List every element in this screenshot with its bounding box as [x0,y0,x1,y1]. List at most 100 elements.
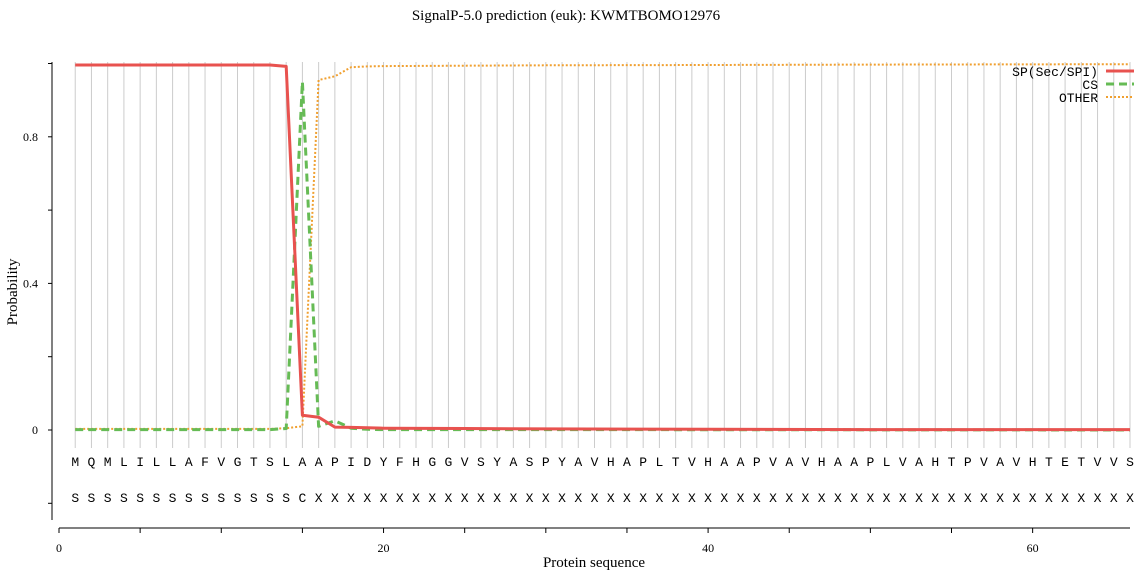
sequence-residue: V [1013,455,1021,470]
sequence-residue: A [785,455,793,470]
y-tick-label: 0.4 [23,276,38,290]
sequence-residue: A [315,455,323,470]
annotation-label: S [201,491,209,506]
annotation-label: X [931,491,939,506]
annotation-label: X [818,491,826,506]
sequence-residue: H [412,455,420,470]
annotation-label: S [185,491,193,506]
sequence-residue: A [996,455,1004,470]
annotation-label: X [1110,491,1118,506]
sequence-residue: P [331,455,339,470]
sequence-residue: F [201,455,209,470]
sequence-residue: Y [558,455,566,470]
series-line-other [75,63,1131,430]
annotation-label: X [883,491,891,506]
annotation-label: X [331,491,339,506]
annotation-label: X [1077,491,1085,506]
sequence-residue: A [509,455,517,470]
sequence-residue: P [639,455,647,470]
sequence-residue: G [445,455,453,470]
sequence-residue: T [948,455,956,470]
annotation-label: X [363,491,371,506]
sequence-residue: L [169,455,177,470]
annotation-label: X [866,491,874,506]
sequence-residue: G [234,455,242,470]
sequence-residue: Y [493,455,501,470]
sequence-residue: A [915,455,923,470]
annotation-label: S [282,491,290,506]
series-line-sp-sec-spi- [75,63,1130,432]
annotation-label: S [71,491,79,506]
annotation-label: X [591,491,599,506]
annotation-label: X [558,491,566,506]
sequence-residue: G [428,455,436,470]
annotation-label: X [785,491,793,506]
annotation-label: X [380,491,388,506]
sequence-residue: S [266,455,274,470]
annotation-label: X [623,491,631,506]
y-tick-label: 0.8 [23,130,38,144]
grid-layer [74,62,1131,448]
annotation-label: X [461,491,469,506]
annotation-label: X [347,491,355,506]
series-layer [75,63,1131,432]
sequence-residue: P [753,455,761,470]
annotation-label: X [915,491,923,506]
sequence-residue: H [607,455,615,470]
sequence-residue: L [120,455,128,470]
sequence-residue: A [299,455,307,470]
annotation-label: X [445,491,453,506]
axes-layer: 0 0.4 0.8 0 20 40 60 [23,62,1130,555]
sequence-residue: A [720,455,728,470]
annotation-label: X [412,491,420,506]
annotation-label: X [656,491,664,506]
sequence-residue: T [1045,455,1053,470]
sequence-residue: E [1061,455,1069,470]
sequence-residue: M [104,455,112,470]
annotation-label: X [1029,491,1037,506]
series-line-cs [75,80,1131,432]
sequence-residue: V [802,455,810,470]
y-axis-label: Probability [5,258,21,325]
sequence-residue: I [347,455,355,470]
annotation-label: X [428,491,436,506]
sequence-residue: H [704,455,712,470]
annotation-label: X [639,491,647,506]
annotation-label: S [234,491,242,506]
sequence-residue: H [931,455,939,470]
sequence-residue: A [574,455,582,470]
annotation-label: X [704,491,712,506]
annotation-label: X [607,491,615,506]
legend-label: OTHER [1059,91,1098,106]
annotation-label: X [980,491,988,506]
sequence-residue: V [899,455,907,470]
annotation-label: X [753,491,761,506]
annotation-label: X [1094,491,1102,506]
annotation-label: C [299,491,307,506]
annotation-label: S [136,491,144,506]
annotation-label: X [948,491,956,506]
annotation-label: S [250,491,258,506]
annotation-label: X [899,491,907,506]
annotation-label: X [493,491,501,506]
sequence-residue: F [396,455,404,470]
sequence-residue: A [623,455,631,470]
chart-title: SignalP-5.0 prediction (euk): KWMTBOMO12… [412,8,721,24]
sequence-residue: P [542,455,550,470]
annotation-label: S [169,491,177,506]
annotation-label: X [996,491,1004,506]
annotation-label: X [1045,491,1053,506]
sequence-residue: V [769,455,777,470]
annotation-label: X [477,491,485,506]
sequence-residue: H [1029,455,1037,470]
annotation-label: S [104,491,112,506]
annotation-label: S [152,491,160,506]
sequence-residue: T [250,455,258,470]
sequence-residue: M [71,455,79,470]
legend-label: SP(Sec/SPI) [1012,65,1098,80]
y-tick-label: 0 [32,423,38,437]
sequence-residue: L [883,455,891,470]
annotation-label: X [542,491,550,506]
